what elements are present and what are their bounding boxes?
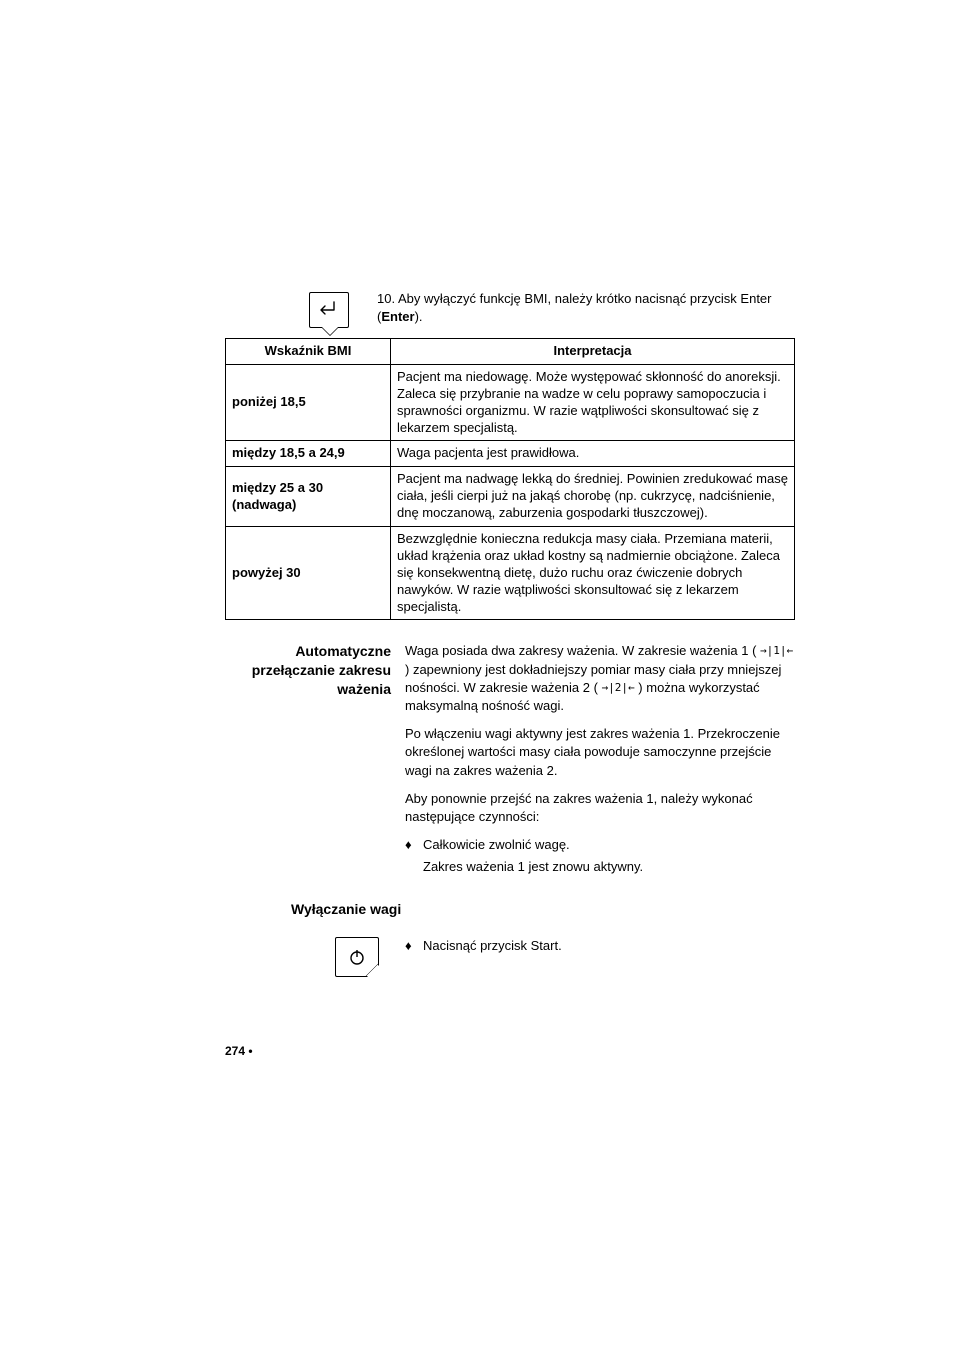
bmi-row-label: powyżej 30 xyxy=(226,527,391,620)
bmi-row-text: Bezwzględnie konieczna redukcja masy cia… xyxy=(391,527,795,620)
bullet-text: Całkowicie zwolnić wagę. xyxy=(423,836,643,854)
enter-text-suffix: ). xyxy=(415,309,423,324)
auto-range-section: Automatyczne przełączanie zakresu ważeni… xyxy=(225,642,795,880)
auto-range-p2: Po włączeniu wagi aktywny jest zakres wa… xyxy=(405,725,795,780)
power-key-icon xyxy=(335,937,379,977)
enter-instruction-text: 10. Aby wyłączyć funkcję BMI, należy kró… xyxy=(377,288,795,325)
table-row: powyżej 30 Bezwzględnie konieczna redukc… xyxy=(226,527,795,620)
table-row: między 25 a 30 (nadwaga) Pacjent ma nadw… xyxy=(226,467,795,527)
bullet-sub-text: Zakres ważenia 1 jest znowu aktywny. xyxy=(423,858,643,876)
bmi-table: Wskaźnik BMI Interpretacja poniżej 18,5 … xyxy=(225,338,795,620)
bmi-row-label: między 25 a 30 (nadwaga) xyxy=(226,467,391,527)
bmi-row-label: między 18,5 a 24,9 xyxy=(226,441,391,467)
p1-a: Waga posiada dwa zakresy ważenia. W zakr… xyxy=(405,643,756,658)
enter-key-icon xyxy=(309,292,349,328)
enter-text-bold: Enter xyxy=(381,309,414,324)
range1-icon: →|1|← xyxy=(760,643,793,658)
auto-range-body: Waga posiada dwa zakresy ważenia. W zakr… xyxy=(405,642,795,880)
power-off-heading: Wyłączanie wagi xyxy=(291,901,795,917)
auto-range-heading: Automatyczne przełączanie zakresu ważeni… xyxy=(225,642,405,880)
bmi-col1-header: Wskaźnik BMI xyxy=(226,339,391,365)
page-number: 274 • xyxy=(225,1044,253,1058)
bmi-row-label: poniżej 18,5 xyxy=(226,364,391,441)
bullet-icon: ♦ xyxy=(405,836,423,876)
table-row: między 18,5 a 24,9 Waga pacjenta jest pr… xyxy=(226,441,795,467)
auto-range-bullet: ♦ Całkowicie zwolnić wagę. Zakres ważeni… xyxy=(405,836,795,876)
bmi-row-text: Pacjent ma nadwagę lekką do średniej. Po… xyxy=(391,467,795,527)
power-off-text: ♦ Nacisnąć przycisk Start. xyxy=(405,937,562,955)
power-off-bullet-text: Nacisnąć przycisk Start. xyxy=(423,937,562,955)
bmi-row-text: Waga pacjenta jest prawidłowa. xyxy=(391,441,795,467)
auto-range-p3: Aby ponownie przejść na zakres ważenia 1… xyxy=(405,790,795,826)
enter-instruction-row: 10. Aby wyłączyć funkcję BMI, należy kró… xyxy=(225,288,795,328)
bullet-icon: ♦ xyxy=(405,937,423,955)
bmi-row-text: Pacjent ma niedowagę. Może występować sk… xyxy=(391,364,795,441)
range2-icon: →|2|← xyxy=(602,680,635,695)
auto-range-p1: Waga posiada dwa zakresy ważenia. W zakr… xyxy=(405,642,795,715)
enter-text-prefix: 10. Aby wyłączyć funkcję BMI, należy kró… xyxy=(377,291,772,324)
bmi-col2-header: Interpretacja xyxy=(391,339,795,365)
power-off-section: Wyłączanie wagi ♦ Nacisnąć przycisk Star… xyxy=(225,901,795,977)
table-row: poniżej 18,5 Pacjent ma niedowagę. Może … xyxy=(226,364,795,441)
